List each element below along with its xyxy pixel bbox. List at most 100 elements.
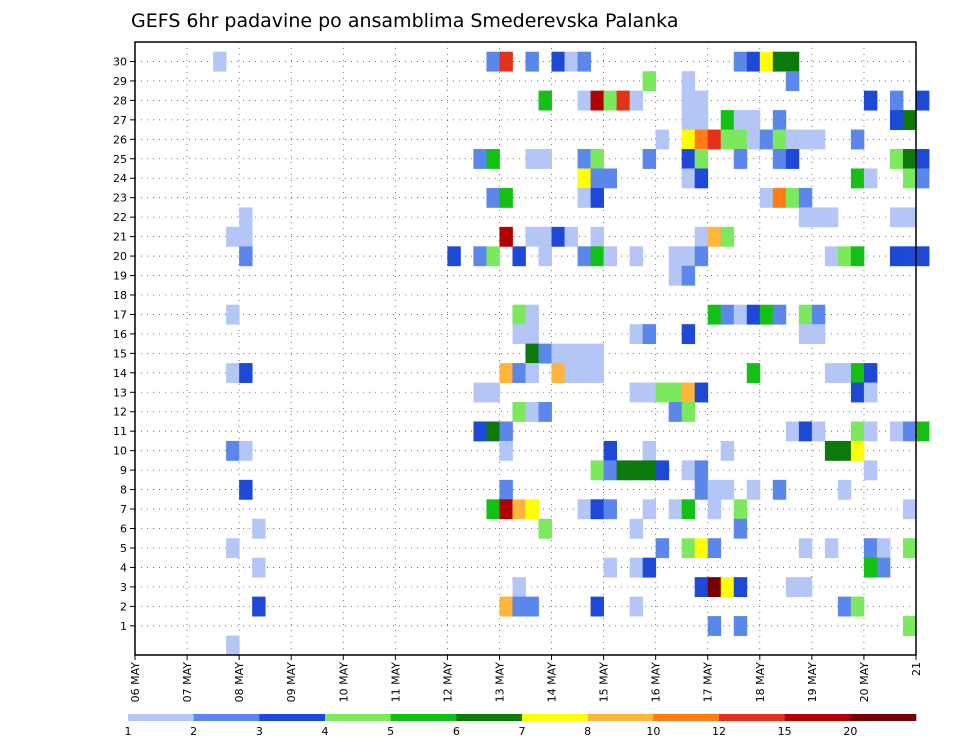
precip-cell bbox=[499, 440, 513, 461]
x-tick-label: 11 MAY bbox=[389, 662, 402, 703]
precip-cell bbox=[577, 363, 591, 383]
precip-cell bbox=[655, 538, 670, 559]
colorbar-swatch bbox=[522, 714, 588, 721]
x-tick-label: 17 MAY bbox=[702, 662, 715, 703]
precip-cell bbox=[759, 304, 774, 325]
precip-cell bbox=[239, 479, 253, 500]
precip-cell bbox=[850, 129, 865, 150]
precip-cell bbox=[798, 538, 813, 559]
precip-cell bbox=[798, 577, 813, 598]
colorbar-label: 7 bbox=[519, 725, 526, 738]
precip-cell bbox=[837, 596, 852, 617]
y-tick-label: 3 bbox=[120, 581, 127, 594]
precip-cell bbox=[486, 246, 500, 267]
precip-cell bbox=[798, 421, 813, 442]
precip-cell bbox=[902, 538, 917, 559]
precip-cell bbox=[876, 538, 891, 559]
precip-cell bbox=[707, 616, 722, 636]
precip-cell bbox=[863, 168, 878, 189]
precip-cell bbox=[577, 51, 591, 72]
precip-cell bbox=[798, 324, 813, 345]
x-tick-label: 13 MAY bbox=[493, 662, 506, 703]
colorbar-swatch bbox=[193, 714, 260, 721]
precip-cell bbox=[551, 343, 565, 364]
precip-cell bbox=[785, 129, 800, 150]
precip-cell bbox=[863, 538, 878, 559]
precip-cell bbox=[551, 226, 565, 247]
precip-cell bbox=[668, 402, 683, 422]
precip-cell bbox=[642, 382, 657, 403]
precip-cell bbox=[629, 382, 644, 403]
precip-cell bbox=[226, 538, 240, 559]
precip-cell bbox=[590, 226, 604, 247]
precip-cell bbox=[681, 538, 696, 559]
precip-cell bbox=[916, 168, 930, 189]
precip-cell bbox=[889, 207, 904, 228]
y-tick-label: 5 bbox=[120, 542, 127, 555]
precip-cell bbox=[512, 304, 526, 325]
precip-cell bbox=[252, 518, 266, 539]
precip-cell bbox=[720, 440, 735, 461]
y-tick-label: 10 bbox=[113, 445, 127, 458]
precip-cell bbox=[590, 187, 604, 208]
precip-cell bbox=[616, 460, 631, 481]
precip-cell bbox=[733, 304, 748, 325]
precip-cell bbox=[902, 149, 917, 169]
x-tick-label: 14 MAY bbox=[546, 662, 559, 703]
precip-cell bbox=[694, 149, 709, 169]
y-tick-label: 20 bbox=[113, 250, 127, 263]
precip-cell bbox=[668, 265, 683, 286]
precip-cell bbox=[486, 149, 500, 169]
precip-cell bbox=[720, 577, 735, 598]
precip-cell bbox=[590, 363, 604, 383]
precip-cell bbox=[577, 246, 591, 267]
y-tick-label: 16 bbox=[113, 328, 127, 341]
precip-cell bbox=[239, 226, 253, 247]
precip-cell bbox=[473, 246, 487, 267]
x-tick-label: 08 MAY bbox=[233, 662, 246, 703]
precip-cell bbox=[577, 343, 591, 364]
precip-cell bbox=[629, 518, 644, 539]
precip-cell bbox=[785, 577, 800, 598]
precip-cell bbox=[902, 110, 917, 130]
precip-cell bbox=[603, 557, 618, 578]
precip-cell bbox=[720, 129, 735, 150]
precip-cell bbox=[486, 499, 500, 520]
colorbar-label: 2 bbox=[190, 725, 197, 738]
precip-cell bbox=[525, 499, 539, 520]
precip-cell bbox=[499, 479, 513, 500]
precip-cell bbox=[538, 226, 552, 247]
y-tick-label: 17 bbox=[113, 308, 127, 321]
precip-cell bbox=[772, 479, 787, 500]
precip-cell bbox=[447, 246, 461, 267]
precip-cell bbox=[525, 304, 539, 325]
precip-cell bbox=[863, 90, 878, 111]
x-tick-label: 06 MAY bbox=[129, 662, 142, 703]
precip-cell bbox=[655, 382, 670, 403]
precip-cell bbox=[252, 557, 266, 578]
precip-cell bbox=[902, 616, 917, 636]
precip-cell bbox=[239, 363, 253, 383]
precip-cell bbox=[564, 363, 578, 383]
precip-cell bbox=[759, 129, 774, 150]
precip-cell bbox=[590, 343, 604, 364]
precip-cell bbox=[824, 363, 839, 383]
precip-cell bbox=[681, 149, 696, 169]
precip-cell bbox=[837, 479, 852, 500]
colorbar-label: 12 bbox=[712, 725, 726, 738]
precip-cell bbox=[499, 499, 513, 520]
precip-cell bbox=[525, 363, 539, 383]
precip-cell bbox=[785, 51, 800, 72]
colorbar-swatch bbox=[325, 714, 391, 721]
precip-cell bbox=[733, 616, 748, 636]
y-tick-label: 25 bbox=[113, 153, 127, 166]
precip-cell bbox=[902, 246, 917, 267]
x-tick-label: 09 MAY bbox=[285, 662, 298, 703]
precip-cell bbox=[499, 363, 513, 383]
colorbar-label: 5 bbox=[387, 725, 394, 738]
precip-cell bbox=[785, 71, 800, 92]
precip-cell bbox=[226, 440, 240, 461]
precip-cell bbox=[916, 246, 930, 267]
precip-cell bbox=[525, 402, 539, 422]
precip-cell bbox=[564, 226, 578, 247]
